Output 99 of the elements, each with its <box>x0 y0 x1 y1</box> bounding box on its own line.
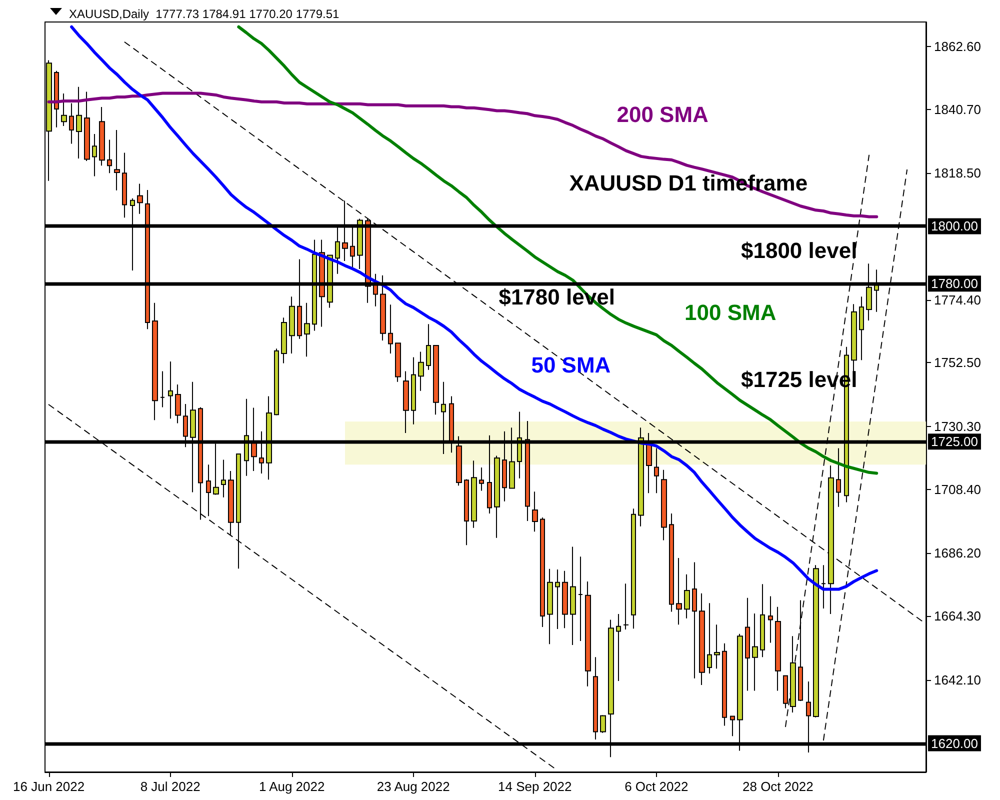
candlestick <box>228 470 234 536</box>
y-tick-label: 1686.20 <box>934 546 981 561</box>
x-tick-label: 28 Oct 2022 <box>742 779 814 794</box>
candlestick <box>600 714 606 734</box>
x-tick-label: 6 Oct 2022 <box>624 779 688 794</box>
series-label: 50 SMA <box>531 352 611 378</box>
candlestick <box>714 624 720 670</box>
line-series <box>237 25 878 475</box>
candlestick <box>707 602 712 674</box>
ref-line-label: 1620.00 <box>931 736 978 751</box>
candlestick <box>752 612 758 692</box>
candlestick <box>760 584 765 658</box>
candlestick <box>555 568 560 630</box>
candlestick <box>669 512 674 612</box>
y-tick-label: 1840.70 <box>934 102 981 117</box>
candlestick <box>540 517 545 628</box>
candlestick <box>388 304 393 354</box>
candlestick <box>168 361 173 420</box>
line-series <box>70 25 878 591</box>
candlestick <box>274 348 279 416</box>
candlestick <box>798 600 803 702</box>
candlestick <box>418 351 424 392</box>
candlestick <box>790 636 796 714</box>
series-label: 100 SMA <box>684 300 776 325</box>
candlestick <box>114 130 120 191</box>
candlestick <box>479 467 484 492</box>
candlestick <box>61 93 67 126</box>
candlestick <box>289 296 295 354</box>
candlestick <box>631 508 636 630</box>
candlestick <box>768 596 773 644</box>
candlestick <box>859 296 864 361</box>
ref-line-label: 1780.00 <box>931 276 978 292</box>
candlestick <box>426 324 431 370</box>
candlestick <box>661 469 667 541</box>
line-series <box>47 92 878 218</box>
candlestick <box>99 106 105 166</box>
candlestick <box>411 356 416 425</box>
candlestick <box>494 455 500 538</box>
series-label: 200 SMA <box>616 102 709 127</box>
ref-line-label: 1800.00 <box>931 218 978 234</box>
candlestick <box>92 134 97 177</box>
candlestick <box>836 448 841 508</box>
candlestick <box>578 556 583 642</box>
x-tick-label: 8 Jul 2022 <box>140 779 200 794</box>
candlestick <box>175 384 181 424</box>
candlestick <box>281 317 287 364</box>
x-tick-label: 1 Aug 2022 <box>258 779 325 794</box>
candlestick <box>206 464 211 517</box>
y-tick-label: 1862.60 <box>934 38 981 54</box>
candlestick <box>137 183 143 214</box>
candlestick <box>547 568 553 645</box>
candlestick <box>54 70 59 128</box>
candlestick <box>616 614 621 682</box>
candlestick <box>722 642 727 726</box>
candlestick <box>433 344 439 416</box>
candlestick <box>395 342 401 382</box>
candlestick <box>304 302 310 358</box>
candlestick <box>532 491 538 532</box>
candlestick <box>464 478 469 546</box>
candlestick <box>69 102 74 144</box>
candlestick <box>745 597 750 692</box>
candlestick <box>699 592 705 686</box>
candlestick <box>585 581 591 687</box>
candlestick <box>562 570 568 629</box>
y-tick-label: 1664.30 <box>934 608 981 624</box>
candlestick <box>623 583 629 630</box>
candlestick <box>403 370 409 434</box>
y-tick-label: 1774.40 <box>934 292 981 308</box>
candlestick <box>236 454 241 570</box>
candlestick <box>107 139 112 174</box>
annotation: $1800 level <box>740 238 858 263</box>
candlestick <box>654 448 659 494</box>
candlestick <box>676 558 682 626</box>
candlestick <box>692 562 697 679</box>
candlestick <box>221 459 226 498</box>
y-tick-label: 1642.10 <box>934 672 981 688</box>
candlestick <box>471 460 477 528</box>
candlestick <box>160 370 165 408</box>
x-tick-label: 23 Aug 2022 <box>376 779 450 794</box>
candlestick <box>775 606 781 692</box>
candlestick <box>570 546 576 646</box>
y-tick-label: 1818.50 <box>934 166 981 181</box>
candlestick <box>684 574 690 619</box>
x-tick-label: 14 Sep 2022 <box>498 779 572 794</box>
candlestick <box>821 564 826 610</box>
y-tick-label: 1730.30 <box>934 418 981 434</box>
candlestick <box>593 656 598 740</box>
ref-line-label: 1725.00 <box>931 434 978 450</box>
candlestick <box>828 465 834 615</box>
candlestick <box>122 152 127 218</box>
candlestick <box>76 86 82 159</box>
y-tick-label: 1752.50 <box>934 355 981 370</box>
candlestick <box>84 91 90 162</box>
candlestick <box>730 716 735 737</box>
chart-title: XAUUSD,Daily 1777.73 1784.91 1770.20 1779.51 <box>69 7 340 21</box>
x-tick-label: 16 Jun 2022 <box>13 779 85 794</box>
y-tick-label: 1708.40 <box>934 482 981 497</box>
candlestick <box>152 302 158 421</box>
candlestick <box>813 564 819 718</box>
